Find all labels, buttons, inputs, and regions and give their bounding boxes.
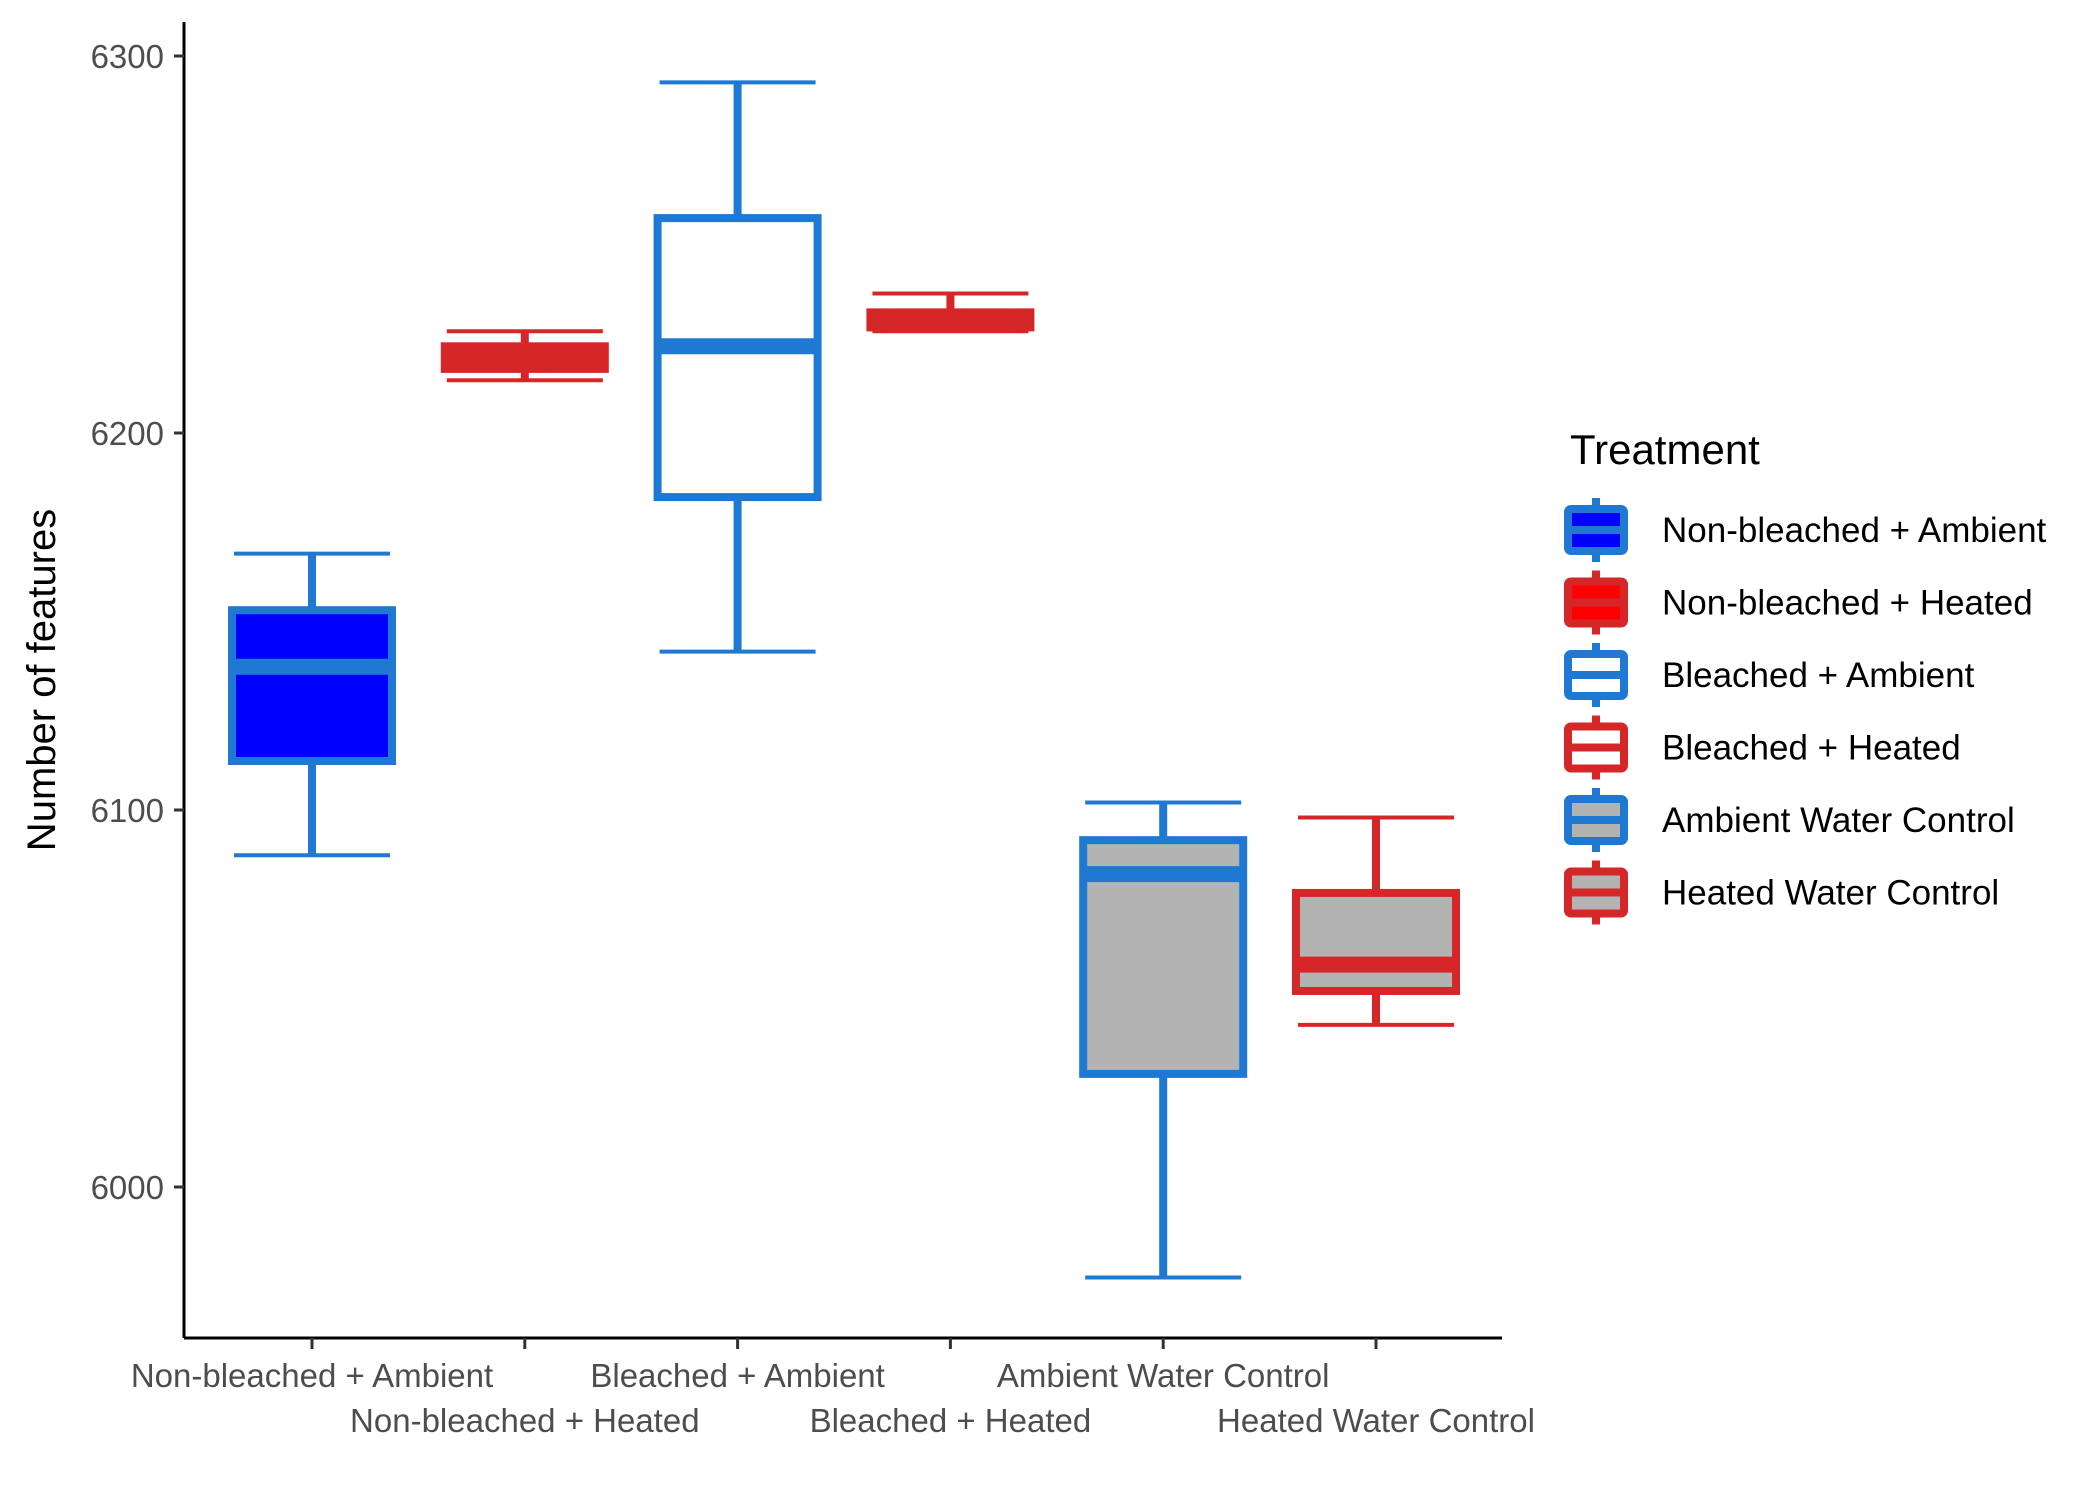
legend-item-heated-water-control: Heated Water Control bbox=[1564, 860, 1999, 925]
box-ambient-water-control bbox=[1079, 800, 1248, 1280]
x-tick-label: Ambient Water Control bbox=[997, 1357, 1330, 1394]
plot-area bbox=[228, 80, 1460, 1280]
box-heated-water-control bbox=[1292, 815, 1460, 1027]
legend-key bbox=[1564, 715, 1628, 780]
y-axis-title: Number of features bbox=[20, 509, 64, 851]
x-tick-label: Bleached + Heated bbox=[810, 1402, 1092, 1439]
legend-key bbox=[1564, 643, 1628, 707]
iqr-box bbox=[1292, 888, 1460, 995]
x-axis: Non-bleached + Ambient Non-bleached + Hea… bbox=[131, 1336, 1535, 1439]
legend-label: Non-bleached + Heated bbox=[1662, 584, 2033, 623]
legend-label: Heated Water Control bbox=[1662, 874, 1999, 913]
legend-label: Bleached + Ambient bbox=[1662, 656, 1975, 695]
y-tick-label: 6300 bbox=[91, 38, 164, 75]
x-tick-label: Bleached + Ambient bbox=[590, 1357, 884, 1394]
x-tick-label: Non-bleached + Ambient bbox=[131, 1357, 493, 1394]
iqr-box bbox=[653, 214, 822, 502]
legend-label: Ambient Water Control bbox=[1662, 801, 2015, 840]
legend-key bbox=[1564, 788, 1628, 852]
x-tick-label: Heated Water Control bbox=[1217, 1402, 1535, 1439]
legend-item-ambient-water-control: Ambient Water Control bbox=[1564, 788, 2015, 852]
y-axis: 6000 6100 6200 6300 bbox=[91, 22, 186, 1338]
legend: Treatment Non-bleached + Ambient Non-blea… bbox=[1564, 426, 2047, 925]
box-bleached-ambient bbox=[653, 80, 822, 654]
legend-key bbox=[1564, 860, 1628, 925]
legend-item-non-bleached-ambient: Non-bleached + Ambient bbox=[1564, 498, 2047, 562]
box-non-bleached-ambient bbox=[228, 551, 396, 858]
legend-item-non-bleached-heated: Non-bleached + Heated bbox=[1564, 570, 2033, 635]
legend-label: Bleached + Heated bbox=[1662, 729, 1961, 768]
y-tick-label: 6100 bbox=[91, 792, 164, 829]
box-bleached-heated bbox=[866, 291, 1035, 334]
legend-title: Treatment bbox=[1570, 426, 1760, 473]
y-tick-label: 6000 bbox=[91, 1169, 164, 1206]
x-tick-label: Non-bleached + Heated bbox=[350, 1402, 700, 1439]
y-tick-label: 6200 bbox=[91, 415, 164, 452]
legend-key bbox=[1564, 570, 1628, 635]
legend-label: Non-bleached + Ambient bbox=[1662, 511, 2047, 550]
iqr-box bbox=[228, 606, 396, 765]
legend-item-bleached-ambient: Bleached + Ambient bbox=[1564, 643, 1975, 707]
box-non-bleached-heated bbox=[440, 329, 609, 383]
legend-key bbox=[1564, 498, 1628, 562]
legend-item-bleached-heated: Bleached + Heated bbox=[1564, 715, 1961, 780]
